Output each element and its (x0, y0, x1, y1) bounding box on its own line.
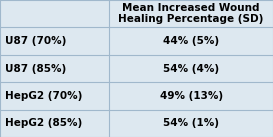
Text: 49% (13%): 49% (13%) (159, 91, 223, 101)
Text: Mean Increased Wound
Healing Percentage (SD): Mean Increased Wound Healing Percentage … (118, 3, 264, 25)
Text: HepG2 (70%): HepG2 (70%) (5, 91, 83, 101)
Text: 54% (1%): 54% (1%) (163, 118, 219, 128)
Text: 44% (5%): 44% (5%) (163, 36, 219, 46)
Text: U87 (85%): U87 (85%) (5, 64, 67, 73)
Text: U87 (70%): U87 (70%) (5, 36, 67, 46)
Text: HepG2 (85%): HepG2 (85%) (5, 118, 83, 128)
Text: 54% (4%): 54% (4%) (163, 64, 219, 73)
